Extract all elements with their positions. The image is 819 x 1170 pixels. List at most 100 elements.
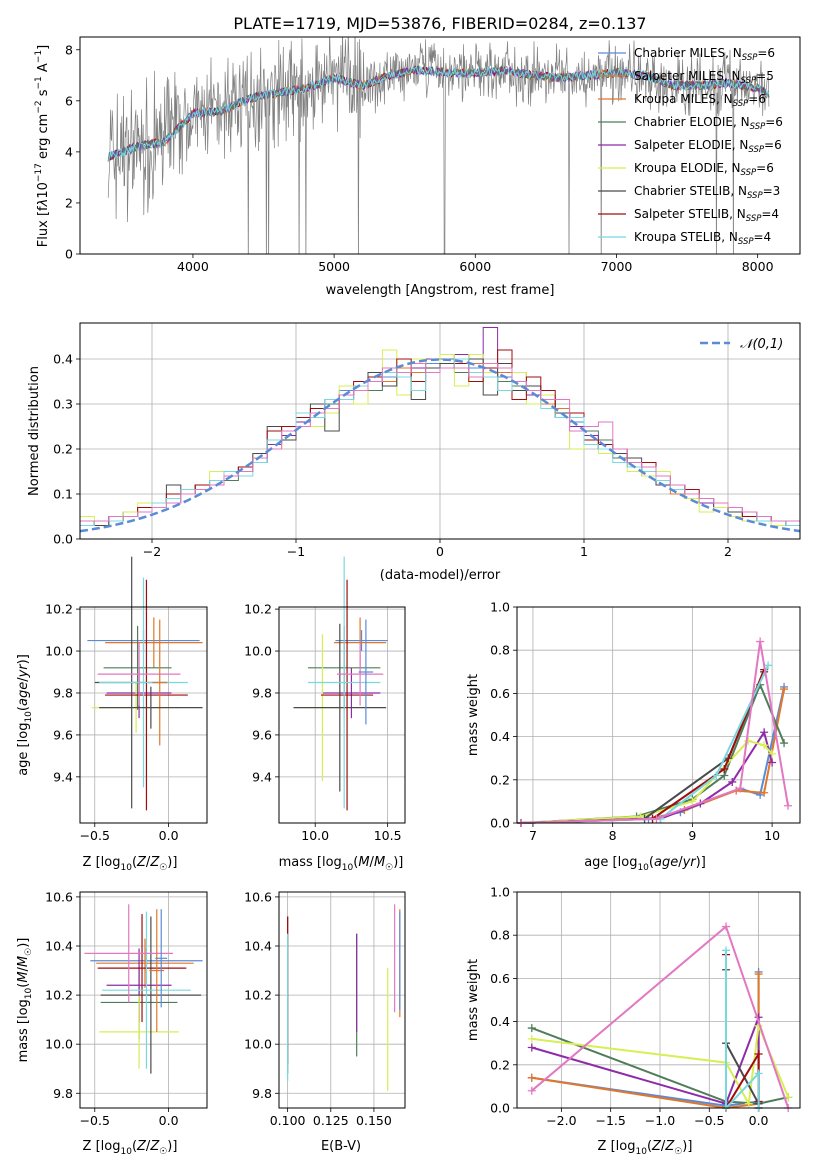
x-tick-label: 0.0 — [749, 1113, 769, 1128]
mass-weight-marker — [722, 946, 731, 955]
age-vs-Z-xlabel: Z [log10(Z/Z☉)] — [83, 855, 178, 873]
model-spectrum — [107, 65, 770, 162]
y-tick-label: 0.8 — [490, 928, 510, 943]
residuals-panel: −2 −1 0 1 2 0.0 0.1 0.2 0.3 0.4 (data-model)/erro… — [27, 322, 801, 583]
x-tick-label: −2 — [143, 544, 161, 559]
x-tick-label: −0.5 — [80, 828, 110, 843]
x-tick-label: 10 — [764, 828, 780, 843]
x-tick-label: 7 — [529, 828, 537, 843]
legend-label: Chabrier MILES, NSSP=6 — [634, 46, 775, 63]
y-tick-label: 8 — [65, 42, 73, 57]
panel-frame — [278, 606, 406, 824]
massweight-vs-age-ylabel: mass weight — [466, 674, 481, 756]
mass-weight-marker — [688, 797, 697, 806]
y-tick-label: 9.4 — [252, 769, 272, 784]
x-tick-label: 1 — [580, 544, 588, 559]
y-tick-label: 0.4 — [53, 352, 73, 367]
x-tick-label: −1 — [287, 544, 305, 559]
residuals-histograms — [79, 327, 801, 539]
y-tick-label: 6 — [65, 93, 73, 108]
y-tick-label: 0.2 — [53, 442, 73, 457]
y-tick-label: 10.2 — [244, 988, 272, 1003]
mass-weight-marker — [720, 765, 729, 773]
mass-vs-Z-xlabel: Z [log10(Z/Z☉)] — [83, 1139, 178, 1157]
mass-weight-marker — [744, 736, 753, 745]
normal-legend-label: 𝒩(0,1) — [740, 337, 783, 352]
mass-weight-line — [725, 950, 760, 1111]
x-tick-label: 6000 — [459, 259, 491, 274]
y-tick-label: 10.0 — [45, 1037, 73, 1052]
x-tick-label: 10.0 — [301, 828, 329, 843]
y-tick-label: 10.2 — [45, 602, 73, 617]
y-tick-label: 10.0 — [244, 1037, 272, 1052]
x-tick-label: 4000 — [177, 259, 209, 274]
y-tick-label: 0.0 — [490, 816, 510, 831]
x-tick-label: 10.5 — [374, 828, 402, 843]
y-tick-label: 9.8 — [252, 1086, 272, 1101]
mass-weight-marker — [768, 749, 777, 758]
x-tick-label: 0.125 — [313, 1113, 349, 1128]
mass-weight-marker — [768, 758, 777, 767]
x-tick-label: 0.0 — [159, 828, 179, 843]
y-tick-label: 0 — [65, 247, 73, 262]
spectrum-panel: 4000 5000 6000 7000 8000 0 2 4 6 8 wavelength [An… — [34, 36, 801, 298]
mass-weight-line — [725, 969, 760, 1108]
mass-vs-ebv-panel: E(B-V) 0.100 0.125 0.150 9.8 10.0 10.2 10.4 10.… — [244, 889, 406, 1154]
y-tick-label: 0.6 — [490, 971, 510, 986]
spectrum-xlabel: wavelength [Angstrom, rest frame] — [326, 283, 555, 298]
age-vs-mass-xlabel: mass [log10(M/M☉)] — [279, 855, 404, 873]
y-tick-label: 10.0 — [244, 644, 272, 659]
x-tick-label: 0.150 — [356, 1113, 392, 1128]
x-tick-label: 0.100 — [270, 1113, 306, 1128]
legend-subscript: SSP — [742, 53, 758, 63]
mass-weight-marker — [722, 922, 731, 931]
mass-weight-line — [520, 664, 770, 824]
y-tick-label: 0.6 — [490, 686, 510, 701]
residuals-frame — [79, 322, 801, 540]
legend-subscript: SSP — [733, 99, 749, 109]
mass-weight-marker — [728, 777, 737, 786]
panel-frame — [79, 891, 208, 1109]
x-tick-label: −1.0 — [645, 1113, 675, 1128]
mass-weight-marker — [764, 661, 773, 670]
x-tick-label: 2 — [724, 544, 732, 559]
x-tick-label: 9 — [688, 828, 696, 843]
mass-weight-marker — [780, 685, 789, 694]
y-tick-label: 9.4 — [53, 769, 73, 784]
legend-subscript: SSP — [750, 122, 766, 132]
legend-subscript: SSP — [748, 145, 764, 155]
y-tick-label: 0.3 — [53, 397, 73, 412]
figure-title: PLATE=1719, MJD=53876, FIBERID=0284, z=0… — [233, 14, 646, 33]
mass-weight-marker — [652, 814, 661, 823]
residuals-axes: −2 −1 0 1 2 0.0 0.1 0.2 0.3 0.4 — [53, 323, 800, 559]
mass-weight-marker — [784, 801, 793, 810]
legend-label: Salpeter ELODIE, NSSP=6 — [634, 138, 782, 155]
massweight-vs-Z-ylabel: mass weight — [466, 959, 481, 1041]
y-tick-label: 2 — [65, 195, 73, 210]
spectrum-frame — [79, 36, 801, 255]
legend-subscript: SSP — [738, 237, 754, 247]
y-tick-label: 9.6 — [53, 727, 73, 742]
legend-count: =5 — [756, 69, 774, 83]
y-tick-label: 9.8 — [53, 685, 73, 700]
x-tick-label: 0 — [436, 544, 444, 559]
y-tick-label: 0.8 — [490, 643, 510, 658]
panel-frame — [278, 891, 406, 1109]
y-tick-label: 0.0 — [53, 532, 73, 547]
y-tick-label: 10.6 — [45, 889, 73, 904]
mass-weight-marker — [527, 1073, 536, 1082]
mass-weight-line — [531, 1027, 789, 1105]
mass-weight-line — [531, 971, 760, 1107]
legend-label: Salpeter STELIB, NSSP=4 — [634, 207, 779, 224]
legend-label: Chabrier STELIB, NSSP=3 — [634, 184, 780, 201]
residuals-legend: 𝒩(0,1) — [700, 337, 783, 352]
legend-subscript: SSP — [741, 76, 757, 86]
y-tick-label: 4 — [65, 144, 73, 159]
x-tick-label: 8 — [609, 828, 617, 843]
mass-weight-marker — [744, 1099, 753, 1108]
legend-count: =4 — [761, 207, 779, 221]
mass-weight-marker — [527, 1024, 536, 1033]
mass-weight-marker — [754, 970, 763, 979]
legend-count: =4 — [754, 230, 772, 244]
